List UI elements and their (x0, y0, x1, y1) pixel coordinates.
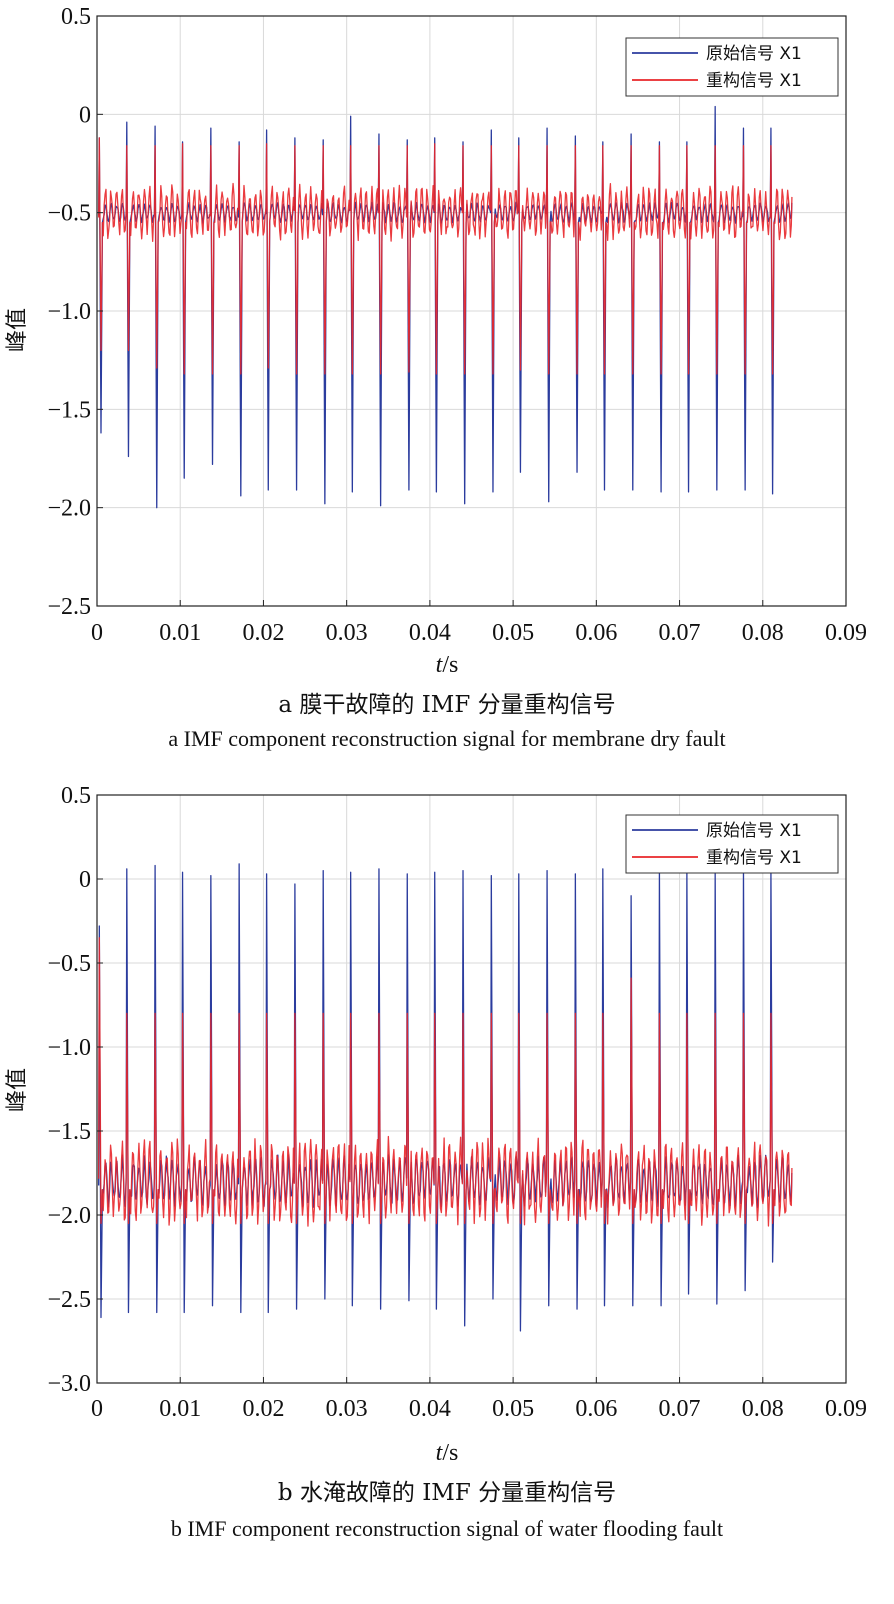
legend-entry-reconstructed: 重构信号 X1 (706, 848, 802, 868)
y-axis-label: 峰值 (5, 1068, 30, 1112)
y-tick-label: −2.0 (47, 496, 91, 522)
y-tick-label: −1.5 (47, 1119, 91, 1145)
y-tick-label: −1.5 (47, 397, 91, 423)
x-tick-label: 0.01 (159, 1396, 201, 1422)
caption-cn: b 水淹故障的 IMF 分量重构信号 (278, 1480, 616, 1506)
y-tick-label: −0.5 (47, 951, 91, 977)
y-axis-label: 峰值 (5, 308, 30, 352)
chart-panel-a: 0.5 0 −0.5 −1.0 −1.5 −2.0 −2.5 0 0.01 0.02 0.03 0.… (5, 4, 867, 751)
caption-cn: a 膜干故障的 IMF 分量重构信号 (278, 692, 615, 718)
caption-en: a IMF component reconstruction signal fo… (168, 726, 725, 751)
x-tick-label: 0.04 (409, 620, 451, 646)
legend-box (625, 814, 839, 874)
y-tick-label: 0 (79, 867, 91, 893)
tick-marks (96, 15, 847, 607)
x-tick-label: 0 (91, 1396, 103, 1422)
series-line-reconstructed (98, 137, 793, 375)
grid-lines (97, 795, 846, 1383)
x-tick-label: 0.03 (326, 1396, 368, 1422)
x-tick-label: 0.07 (659, 1396, 701, 1422)
y-tick-labels: 0.5 0 −0.5 −1.0 −1.5 −2.0 −2.5 −3.0 (47, 783, 91, 1397)
x-axis-label: t/s (436, 652, 459, 678)
x-tick-labels: 0 0.01 0.02 0.03 0.04 0.05 0.06 0.07 0.08 0.09 (91, 1396, 867, 1422)
x-axis-label-unit: /s (442, 1440, 458, 1466)
x-tick-label: 0.03 (326, 620, 368, 646)
caption-en: b IMF component reconstruction signal of… (171, 1516, 723, 1541)
tick-marks (96, 794, 847, 1384)
series-layer (98, 863, 793, 1332)
y-tick-label: 0.5 (61, 783, 91, 809)
y-tick-labels: 0.5 0 −0.5 −1.0 −1.5 −2.0 −2.5 (47, 4, 91, 620)
x-tick-label: 0.07 (659, 620, 701, 646)
y-tick-label: −0.5 (47, 201, 91, 227)
legend: 原始信号 X1 重构信号 X1 (625, 814, 839, 874)
x-tick-labels: 0 0.01 0.02 0.03 0.04 0.05 0.06 0.07 0.08 0.09 (91, 620, 867, 646)
x-axis-label-var: t (436, 1440, 444, 1466)
legend-entry-original: 原始信号 X1 (706, 44, 802, 64)
y-tick-label: −3.0 (47, 1371, 91, 1397)
y-tick-label: 0.5 (61, 4, 91, 30)
chart-panel-b: 0.5 0 −0.5 −1.0 −1.5 −2.0 −2.5 −3.0 0 0.01 0.02 0.… (5, 783, 867, 1541)
x-axis-label-unit: /s (442, 652, 458, 678)
y-tick-label: 0 (79, 102, 91, 128)
series-layer (98, 105, 793, 509)
y-tick-label: −2.0 (47, 1203, 91, 1229)
x-axis-label: t/s (436, 1440, 459, 1466)
x-tick-label: 0 (91, 620, 103, 646)
series-line-reconstructed (98, 937, 793, 1227)
x-tick-label: 0.05 (492, 620, 534, 646)
y-tick-label: −1.0 (47, 1035, 91, 1061)
x-tick-label: 0.06 (575, 1396, 617, 1422)
x-tick-label: 0.02 (242, 620, 284, 646)
x-tick-label: 0.02 (242, 1396, 284, 1422)
x-tick-label: 0.08 (742, 1396, 784, 1422)
y-tick-label: −2.5 (47, 594, 91, 620)
x-tick-label: 0.09 (825, 620, 867, 646)
x-tick-label: 0.06 (575, 620, 617, 646)
x-axis-label-var: t (436, 652, 444, 678)
x-tick-label: 0.01 (159, 620, 201, 646)
x-tick-label: 0.09 (825, 1396, 867, 1422)
plot-frame (96, 794, 847, 1384)
grid-lines (97, 16, 846, 606)
y-tick-label: −1.0 (47, 299, 91, 325)
legend-entry-original: 原始信号 X1 (706, 821, 802, 841)
legend: 原始信号 X1 重构信号 X1 (625, 37, 839, 97)
x-tick-label: 0.05 (492, 1396, 534, 1422)
legend-box (625, 37, 839, 97)
x-tick-label: 0.04 (409, 1396, 451, 1422)
y-tick-label: −2.5 (47, 1287, 91, 1313)
x-tick-label: 0.08 (742, 620, 784, 646)
legend-entry-reconstructed: 重构信号 X1 (706, 71, 802, 91)
